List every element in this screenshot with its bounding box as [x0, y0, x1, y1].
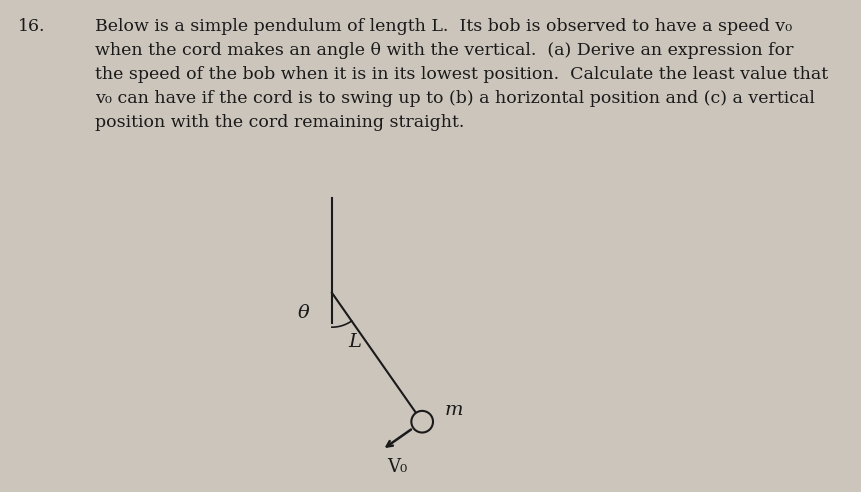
- Text: v₀ can have if the cord is to swing up to (b) a horizontal position and (c) a ve: v₀ can have if the cord is to swing up t…: [95, 90, 814, 107]
- Circle shape: [411, 411, 432, 432]
- Text: L: L: [348, 333, 361, 351]
- Text: V₀: V₀: [387, 458, 407, 476]
- Text: the speed of the bob when it is in its lowest position.  Calculate the least val: the speed of the bob when it is in its l…: [95, 66, 827, 83]
- Text: m: m: [443, 400, 462, 419]
- Text: θ: θ: [298, 305, 309, 322]
- Text: position with the cord remaining straight.: position with the cord remaining straigh…: [95, 114, 464, 131]
- Text: when the cord makes an angle θ with the vertical.  (a) Derive an expression for: when the cord makes an angle θ with the …: [95, 42, 793, 59]
- Text: 16.: 16.: [18, 18, 46, 35]
- Text: Below is a simple pendulum of length L.  Its bob is observed to have a speed v₀: Below is a simple pendulum of length L. …: [95, 18, 791, 35]
